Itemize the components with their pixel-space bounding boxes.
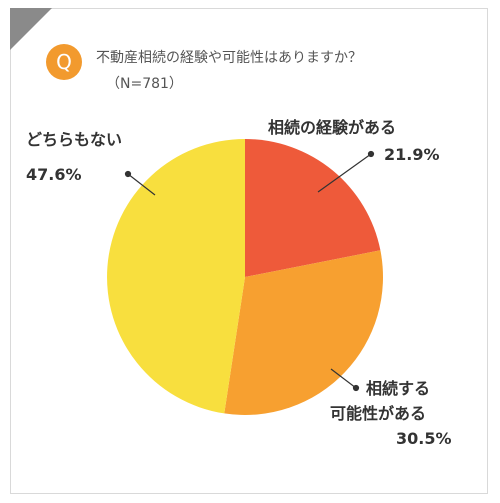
chart-subtitle: （N=781）	[106, 76, 183, 92]
leader-dot-possible	[352, 384, 360, 392]
pie-slice-neither	[107, 139, 245, 414]
chart-title: 不動産相続の経験や可能性はありますか？	[96, 50, 362, 66]
question-badge-icon: Q	[46, 44, 82, 80]
label-experienced: 相続の経験がある	[268, 118, 396, 137]
label-possible-line2: 可能性がある	[330, 404, 426, 423]
value-experienced: 21.9%	[384, 145, 440, 164]
pie-slices	[107, 139, 383, 415]
leader-line-neither	[127, 173, 156, 196]
leader-line-experienced	[317, 153, 372, 193]
leader-lines	[124, 150, 375, 392]
leader-dot-neither	[124, 170, 132, 178]
value-possible: 30.5%	[396, 429, 452, 448]
pie-slice-possible	[224, 250, 383, 415]
corner-fold-decoration	[10, 8, 52, 50]
leader-line-possible	[330, 368, 357, 389]
leader-dot-experienced	[367, 150, 375, 158]
pie-slice-experienced	[245, 139, 381, 277]
label-possible-line1: 相続する	[366, 379, 430, 398]
value-neither: 47.6%	[26, 165, 82, 184]
label-neither: どちらもない	[26, 130, 122, 149]
